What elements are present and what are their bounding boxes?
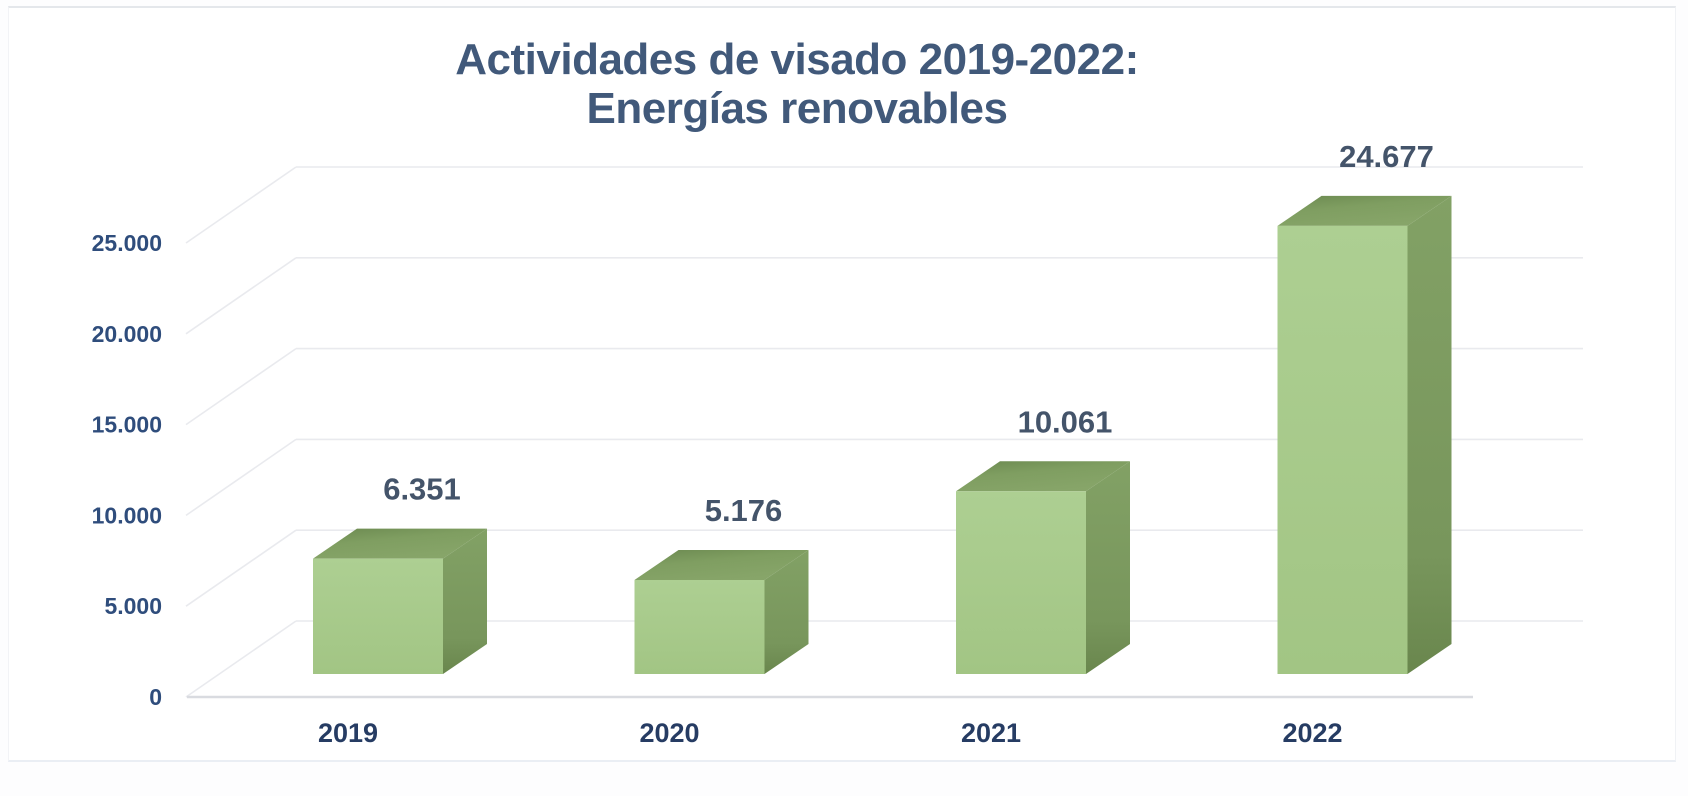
bar-value-label: 24.677: [1339, 139, 1434, 174]
bar-top-face: [313, 528, 487, 559]
x-axis-category-label: 2019: [318, 718, 378, 748]
bar-side-face: [443, 528, 487, 674]
gridline-diagonal: [185, 166, 297, 244]
x-axis-category-label: 2021: [961, 718, 1021, 748]
bar-2022: [1277, 195, 1452, 675]
y-axis-tick-label: 10.000: [92, 502, 162, 528]
x-axis-category-label: 2020: [639, 718, 699, 748]
bar-2021: [956, 461, 1130, 674]
labels-layer: 0 5.000 10.000 15.000 20.000 25.000 6.351 2019 5…: [92, 139, 1434, 748]
bar-value-label: 5.176: [705, 493, 783, 528]
bar-top-face: [1277, 195, 1452, 226]
x-axis-category-label: 2022: [1282, 718, 1342, 748]
bars-layer: [313, 195, 1452, 675]
bar-value-label: 6.351: [383, 472, 461, 507]
chart-title-line-2: Energías renovables: [587, 84, 1008, 133]
bar-side-face: [764, 550, 809, 674]
bar-front-face: [1277, 225, 1408, 675]
y-axis-tick-label: 5.000: [104, 593, 162, 619]
bar-2019: [313, 528, 487, 674]
gridline-diagonal: [185, 620, 297, 698]
bar-front-face: [634, 580, 765, 674]
y-axis-tick-label: 20.000: [92, 321, 162, 347]
gridline-diagonal: [185, 257, 297, 335]
bar-front-face: [956, 491, 1086, 674]
bar-2020: [634, 550, 809, 674]
y-axis-tick-label: 15.000: [92, 412, 162, 438]
bar-top-face: [956, 461, 1130, 492]
bar-side-face: [1407, 195, 1452, 675]
bar-top-face: [634, 550, 809, 581]
gridline-diagonal: [185, 529, 297, 607]
gridline-diagonal: [185, 347, 297, 426]
bar-side-face: [1086, 461, 1130, 674]
chart-title-line-1: Actividades de visado 2019-2022:: [455, 35, 1138, 84]
bar-value-label: 10.061: [1018, 404, 1113, 439]
bar-front-face: [313, 558, 443, 674]
y-axis-tick-label: 0: [149, 684, 162, 710]
y-axis-tick-label: 25.000: [92, 230, 162, 256]
gridline-diagonal: [185, 438, 297, 517]
